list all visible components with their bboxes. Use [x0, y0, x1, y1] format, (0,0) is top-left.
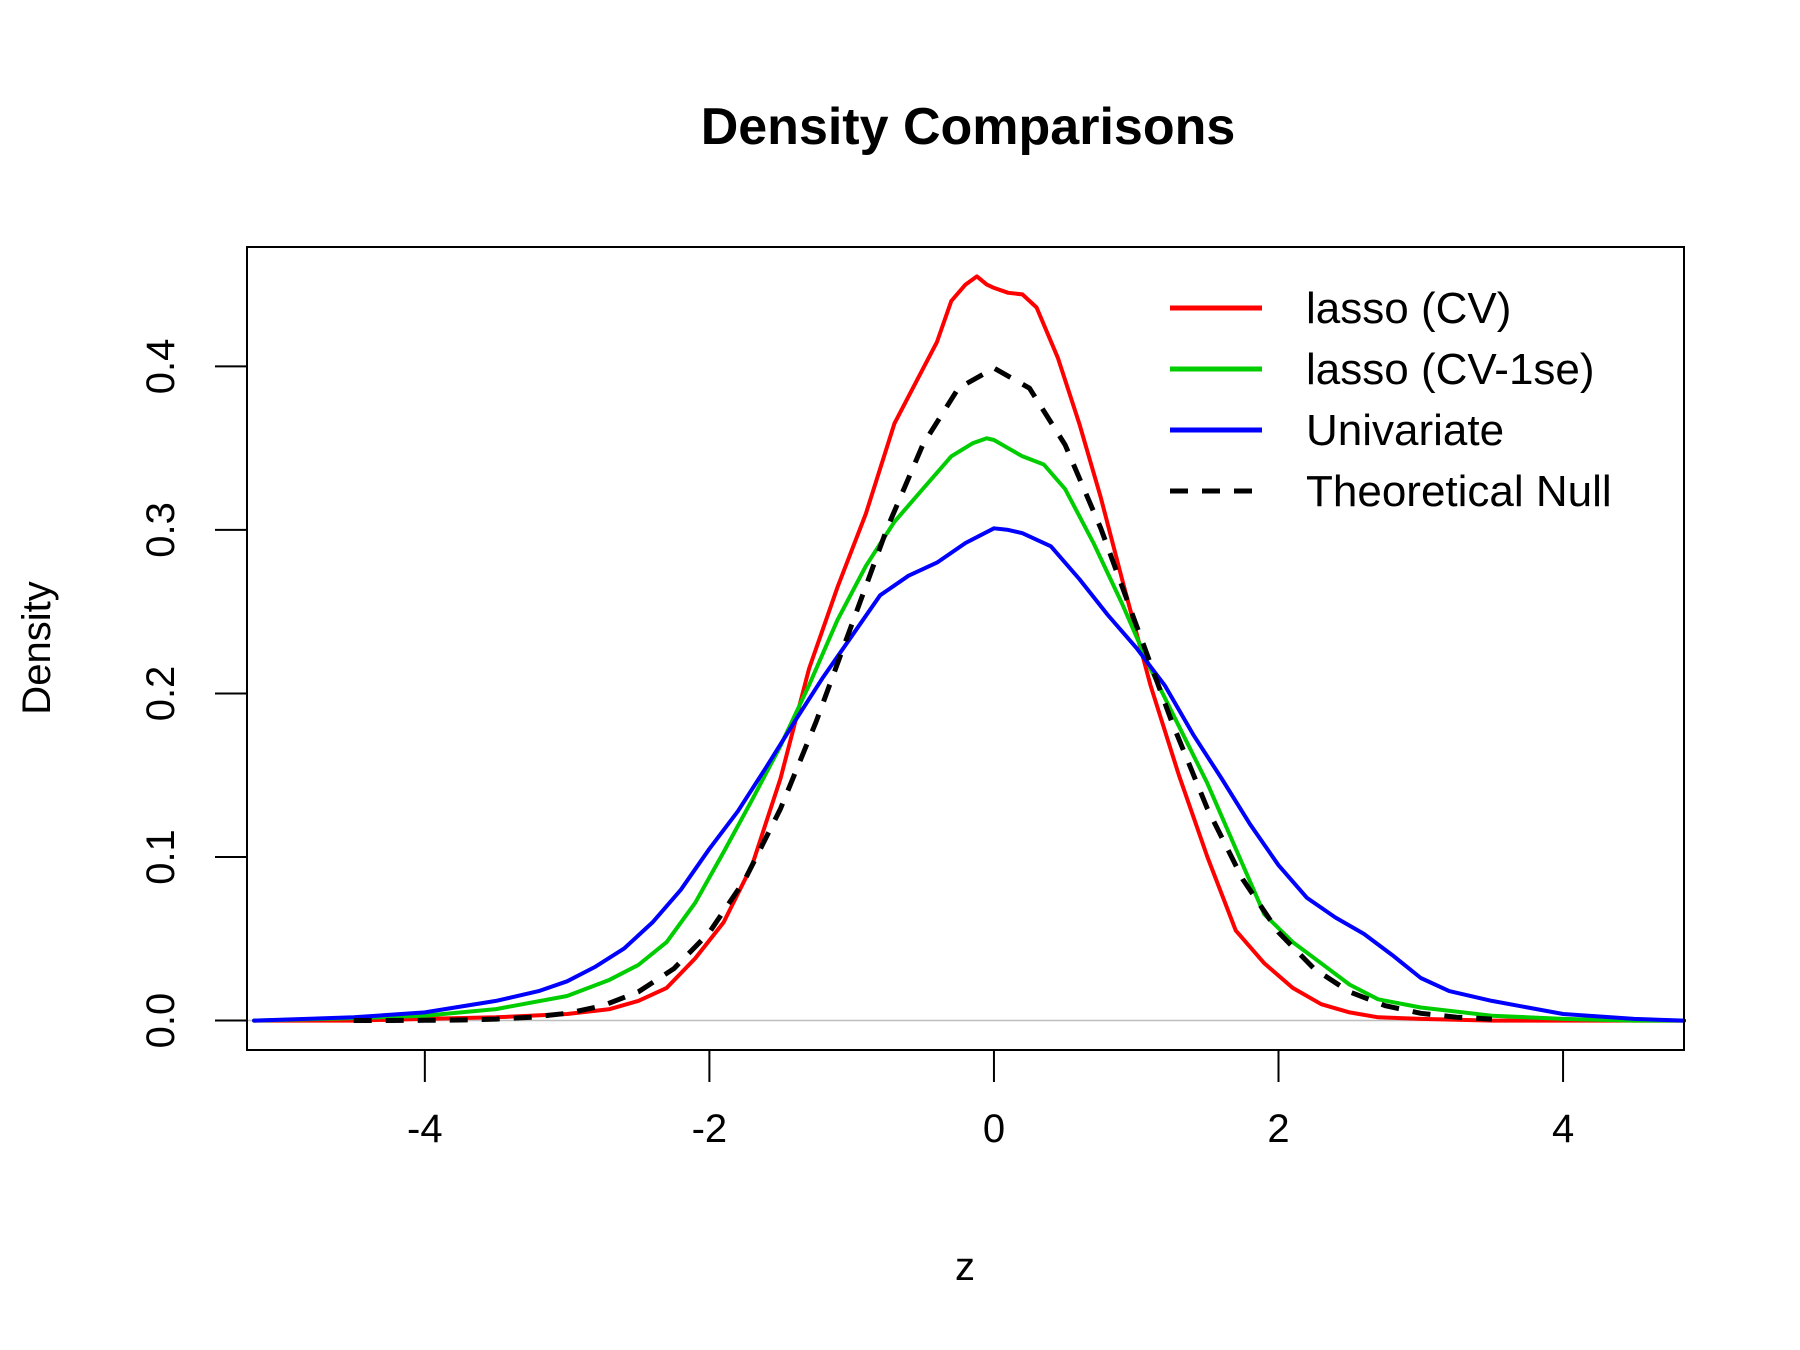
legend-label-0: lasso (CV) — [1306, 284, 1511, 333]
series-line-3 — [353, 365, 1493, 1023]
x-axis: -4 -2 0 2 4 — [407, 1050, 1574, 1151]
series-line-0 — [252, 274, 1686, 1023]
plot-frame — [246, 246, 1685, 1051]
x-tick-label-0: -4 — [407, 1107, 443, 1151]
y-tick-label-1: 0.1 — [139, 829, 183, 885]
y-tick-label-3: 0.3 — [139, 502, 183, 558]
y-axis: 0.0 0.1 0.2 0.3 0.4 — [139, 339, 247, 1049]
legend-label-1: lasso (CV-1se) — [1306, 345, 1595, 394]
x-tick-label-3: 2 — [1267, 1107, 1289, 1151]
legend-label-3: Theoretical Null — [1306, 467, 1612, 516]
series-layer — [252, 274, 1686, 1023]
y-tick-label-2: 0.2 — [139, 666, 183, 722]
x-axis-label: z — [955, 1245, 975, 1289]
y-axis-label: Density — [15, 581, 59, 714]
legend-label-2: Univariate — [1306, 406, 1504, 455]
x-tick-label-4: 4 — [1552, 1107, 1574, 1151]
series-line-2 — [252, 526, 1686, 1023]
y-tick-label-4: 0.4 — [139, 339, 183, 395]
chart-title: Density Comparisons — [701, 98, 1236, 156]
x-tick-label-1: -2 — [692, 1107, 728, 1151]
x-tick-label-2: 0 — [983, 1107, 1005, 1151]
series-line-1 — [252, 436, 1686, 1023]
legend: lasso (CV) lasso (CV-1se) Univariate Theore… — [1170, 284, 1612, 516]
y-tick-label-0: 0.0 — [139, 993, 183, 1049]
